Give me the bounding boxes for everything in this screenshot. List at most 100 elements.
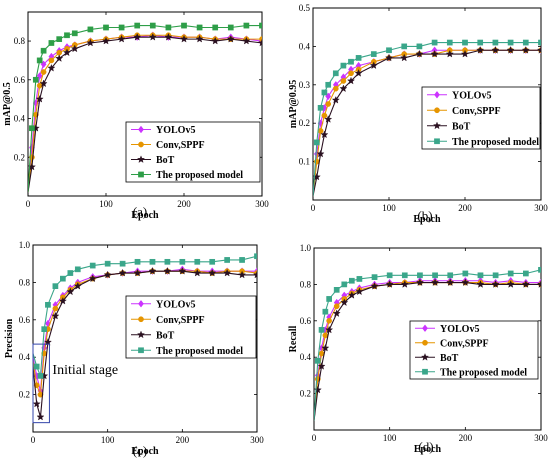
y-axis-label: Recall <box>288 325 299 352</box>
data-point <box>326 317 332 324</box>
data-point <box>39 79 48 88</box>
legend-marker <box>138 316 144 323</box>
legend-entry: Conv,SPPF <box>156 140 205 151</box>
data-point <box>58 296 67 305</box>
data-point <box>253 270 257 279</box>
data-point <box>70 44 79 53</box>
data-point <box>103 24 109 31</box>
data-point <box>431 278 440 286</box>
legend-box <box>125 295 257 359</box>
panel-caption: (c) <box>133 443 147 458</box>
data-point <box>259 22 262 29</box>
legend-entry: The proposed model <box>156 170 243 181</box>
data-point <box>322 308 329 315</box>
data-point <box>254 253 257 260</box>
legend-box <box>409 320 539 380</box>
data-point <box>37 373 44 379</box>
data-point <box>506 280 515 288</box>
data-point <box>446 278 455 286</box>
data-point <box>117 34 126 43</box>
data-point <box>88 274 97 283</box>
data-point <box>148 32 157 41</box>
y-tick-label: 0.4 <box>14 114 26 124</box>
data-point <box>333 303 340 310</box>
legend-entry: YOLOv5 <box>156 125 195 136</box>
data-point <box>36 72 43 80</box>
y-tick-label: 0.4 <box>299 41 311 51</box>
panel-caption: (b) <box>417 208 432 223</box>
data-point <box>348 58 354 65</box>
data-point <box>538 266 541 273</box>
legend-entry: The proposed model <box>440 367 527 378</box>
data-point <box>71 30 78 37</box>
data-point <box>195 34 204 43</box>
plot-frame <box>27 11 263 197</box>
chart-panel-2: 0 100 200 300 0.1 0.2 0.3 0.4 0.5 Epoch mAP@0.95 (b… <box>288 3 548 225</box>
data-point <box>102 36 110 45</box>
data-point <box>386 47 392 54</box>
legend-marker <box>138 141 144 148</box>
x-tick-label: 100 <box>101 435 115 445</box>
initial-stage-box <box>32 343 50 424</box>
y-tick-label: 1.0 <box>300 243 312 253</box>
data-point <box>86 38 95 47</box>
legend-marker <box>434 138 440 145</box>
data-point <box>67 270 74 276</box>
data-point <box>73 281 82 290</box>
data-point <box>134 258 141 265</box>
chart-panel-4: 0 100 200 300 0.2 0.4 0.6 0.8 1.0 Epoch Recall (d) Y… <box>288 243 548 455</box>
data-point <box>370 51 377 57</box>
data-point <box>348 70 354 77</box>
panel-caption: (d) <box>418 439 433 454</box>
x-tick-label: 300 <box>250 435 264 445</box>
data-point <box>462 270 469 277</box>
data-point <box>431 39 438 46</box>
legend-entry: The proposed model <box>452 137 539 148</box>
data-point <box>226 34 235 43</box>
legend-marker <box>433 121 441 130</box>
legend: YOLOv5 Conv,SPPF BoT The proposed model <box>421 86 541 150</box>
series-bot <box>33 266 257 421</box>
series-bot <box>313 46 541 197</box>
data-point <box>47 63 56 72</box>
y-tick-label: 0.4 <box>300 352 312 362</box>
x-axis-label: Epoch <box>413 214 441 225</box>
data-point <box>209 258 216 265</box>
data-point <box>36 57 43 64</box>
data-point <box>340 298 349 306</box>
data-point <box>196 24 203 31</box>
data-point <box>51 311 60 320</box>
legend-marker <box>138 171 144 178</box>
data-point <box>52 283 59 289</box>
legend-entry: Conv,SPPF <box>452 106 501 117</box>
x-tick-label: 100 <box>99 199 113 209</box>
data-point <box>371 274 378 280</box>
x-tick-label: 0 <box>311 203 316 213</box>
data-point <box>320 130 329 139</box>
x-tick-label: 100 <box>383 433 397 443</box>
data-point <box>415 49 424 58</box>
x-tick-label: 0 <box>31 435 36 445</box>
data-point <box>491 46 500 54</box>
data-point <box>317 362 326 370</box>
data-point <box>400 280 409 288</box>
legend-marker <box>434 90 440 99</box>
data-point <box>385 280 394 288</box>
data-point <box>339 84 348 93</box>
data-point <box>537 46 541 54</box>
data-point <box>32 76 39 83</box>
data-point <box>118 24 125 31</box>
x-axis-label: Epoch <box>131 446 159 457</box>
data-point <box>521 280 530 288</box>
legend-marker <box>434 107 440 114</box>
x-tick-label: 300 <box>534 433 548 443</box>
legend-entry: BoT <box>156 155 175 166</box>
data-point <box>29 125 35 132</box>
y-tick-label: 0.6 <box>14 75 26 85</box>
data-point <box>313 139 320 146</box>
data-point <box>52 305 59 312</box>
data-point <box>341 281 348 288</box>
data-point <box>89 262 96 269</box>
data-point <box>355 55 362 61</box>
